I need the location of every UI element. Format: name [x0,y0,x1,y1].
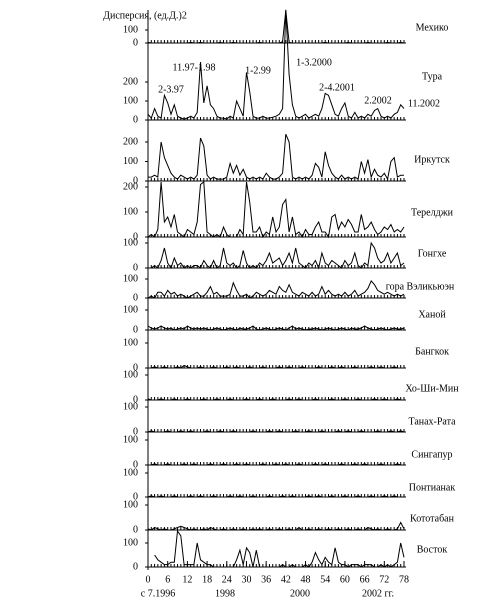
x-tick-label: 24 [222,574,232,585]
x-period-label: 1998 [215,588,235,599]
y-tick-label: 100 [123,499,138,510]
y-tick-label: 100 [123,434,138,445]
data-line [147,398,404,401]
y-tick-label: 100 [123,337,138,348]
y-tick-label: 200 [123,76,138,87]
y-tick-label: 0 [133,459,138,470]
data-line [148,134,404,181]
y-tick-label: 0 [133,231,138,242]
station-name: Гонгхе [418,248,447,259]
y-tick-label: 0 [133,262,138,273]
station-name: Тура [422,71,443,82]
y-tick-label: 100 [123,156,138,167]
x-period-label: 2002 гг. [362,588,394,599]
y-tick-label: 100 [123,401,138,412]
station-name: гора Вэликьюэн [386,281,455,292]
station-name: Понтианак [409,482,456,493]
annotation: 1-2.99 [245,65,271,76]
y-tick-label: 0 [133,362,138,373]
annotation: 1-3.2000 [296,57,332,68]
y-tick-label: 100 [123,95,138,106]
annotation: 2-3.97 [158,84,184,95]
data-line [147,279,405,299]
y-tick-label: 0 [133,491,138,502]
station-name: Иркутск [414,154,450,165]
x-tick-label: 6 [165,574,170,585]
y-tick-label: 0 [133,426,138,437]
y-tick-label: 100 [123,24,138,35]
data-line [147,9,405,120]
annotation: 2-4.2001 [319,82,355,93]
station-name: Ханой [418,309,446,320]
station-name: Терелджи [411,207,454,218]
y-tick-label: 0 [133,114,138,125]
x-tick-label: 66 [360,574,370,585]
y-tick-label: 100 [123,537,138,548]
annotation: 11.2002 [408,98,440,109]
x-period-label: с 7.1996 [141,588,175,599]
x-tick-label: 48 [301,574,311,585]
data-line [148,463,404,466]
station-name: Сингапур [411,449,452,460]
station-name: Хо-Ши-Мин [405,383,459,394]
station-name: Танах-Рата [408,416,456,427]
x-tick-label: 30 [241,574,251,585]
data-line [147,521,405,531]
y-tick-label: 0 [133,561,138,572]
data-line [147,430,405,433]
x-tick-label: 18 [202,574,212,585]
annotation: 2.2002 [364,95,392,106]
y-tick-label: 0 [133,292,138,303]
y-tick-label: 0 [133,394,138,405]
y-tick-label: 200 [123,136,138,147]
y-tick-label: 100 [123,467,138,478]
y-tick-label: 100 [123,273,138,284]
x-tick-label: 54 [320,574,330,585]
x-tick-label: 42 [281,574,291,585]
y-tick-label: 0 [133,324,138,335]
y-tick-label: 0 [133,37,138,48]
x-period-label: 2000 [290,588,310,599]
y-tick-label: 100 [123,206,138,217]
annotation: 11.97-1.98 [173,62,216,73]
data-line [154,529,405,568]
station-name: Восток [417,544,448,555]
y-tick-label: 0 [133,175,138,186]
y-tick-label: 100 [123,304,138,315]
data-line [147,495,404,498]
x-tick-label: 72 [379,574,389,585]
y-axis-label: Дисперсия, (ед.Д.)2 [103,10,187,21]
y-tick-label: 100 [123,369,138,380]
x-tick-label: 36 [261,574,271,585]
y-tick-label: 0 [133,524,138,535]
data-line [148,241,405,270]
data-line [147,181,405,239]
station-name: Кототабан [410,513,455,524]
station-name: Бангкок [415,346,449,357]
y-tick-label: 200 [123,181,138,192]
x-tick-label: 12 [182,574,192,585]
data-line [147,325,405,331]
y-tick-label: 100 [123,237,138,248]
x-tick-label: 78 [399,574,409,585]
data-line [148,364,404,369]
x-tick-label: 0 [146,574,151,585]
x-tick-label: 60 [340,574,350,585]
station-name: Мехико [416,22,449,33]
data-line [147,10,405,44]
